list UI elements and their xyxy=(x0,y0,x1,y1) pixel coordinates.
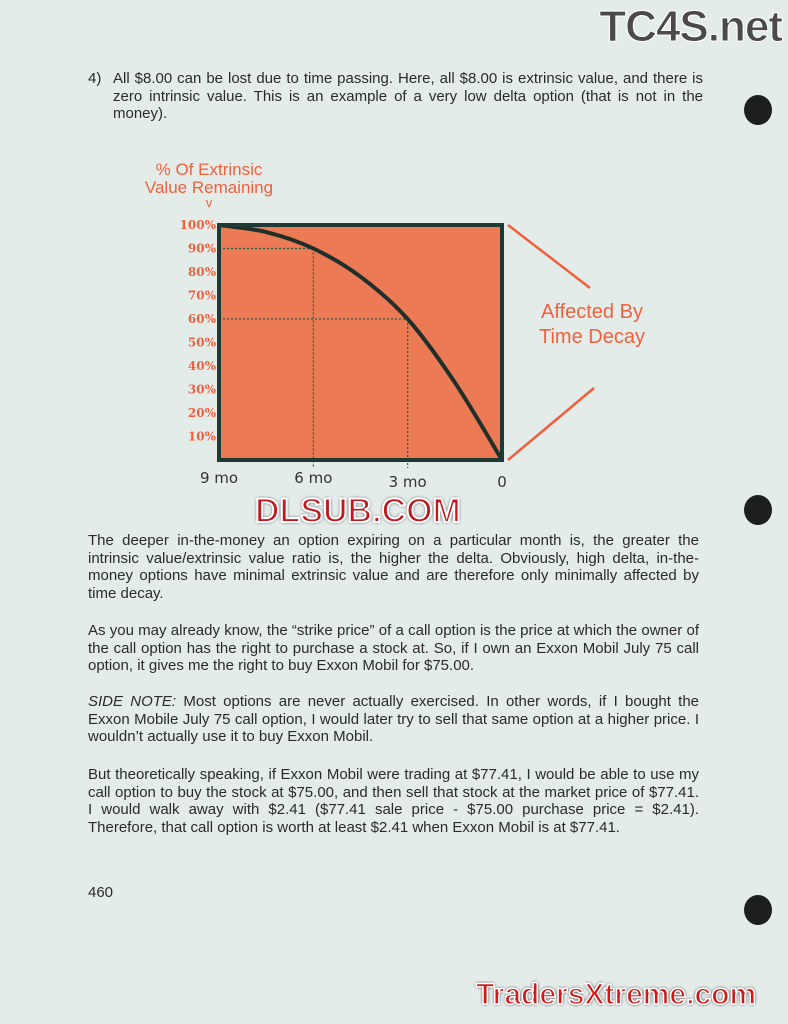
y-axis-title: % Of Extrinsic Value Remaining xyxy=(144,160,274,197)
y-tick-label: 60% xyxy=(188,312,217,326)
watermark-dlsub: DLSUB.COM xyxy=(254,491,462,531)
x-tick-label: 9 mo xyxy=(200,469,238,487)
annotation-bracket-top xyxy=(507,224,591,289)
decay-curve xyxy=(217,223,504,462)
y-tick-label: 20% xyxy=(188,406,217,420)
y-tick-label: 40% xyxy=(188,359,217,373)
x-tick-label: 3 mo xyxy=(389,473,427,491)
y-axis-arrow: v xyxy=(205,195,213,210)
binder-hole xyxy=(744,495,772,525)
item-text: All $8.00 can be lost due to time passin… xyxy=(113,70,703,122)
side-note-text: Most options are never actually exercise… xyxy=(88,693,700,745)
binder-hole xyxy=(744,895,772,925)
plot-border xyxy=(217,223,504,462)
plot-area xyxy=(219,225,502,460)
chart-annotation: Affected By Time Decay xyxy=(539,301,645,348)
annotation-bracket-bottom xyxy=(507,387,595,461)
list-item-4: 4) All $8.00 can be lost due to time pas… xyxy=(88,70,703,123)
y-tick-label: 30% xyxy=(188,383,217,397)
binder-hole xyxy=(744,95,772,125)
y-tick-label: 70% xyxy=(188,289,217,303)
chart-y-label: % Of Extrinsic Value Remaining v xyxy=(134,160,284,210)
paragraph-2: As you may already know, the “strike pri… xyxy=(88,622,699,674)
x-tick-label: 6 mo xyxy=(294,469,332,487)
y-tick-label: 90% xyxy=(188,242,217,256)
item-number: 4) xyxy=(88,70,102,87)
watermark-tc4s: TC4S.net xyxy=(599,2,784,52)
paragraph-3: SIDE NOTE: Most options are never actual… xyxy=(88,693,699,746)
side-note-label: SIDE NOTE: xyxy=(88,693,177,710)
x-tick-label: 0 xyxy=(497,473,507,491)
paragraph-1: The deeper in-the-money an option expiri… xyxy=(88,532,699,602)
y-tick-label: 80% xyxy=(188,265,217,279)
y-tick-label: 100% xyxy=(180,218,217,232)
page-number: 460 xyxy=(88,884,114,901)
paragraph-4: But theoretically speaking, if Exxon Mob… xyxy=(88,766,699,836)
y-tick-label: 10% xyxy=(188,430,217,444)
y-tick-label: 50% xyxy=(188,336,217,350)
watermark-tradersxtreme: TradersXtreme.com xyxy=(475,977,757,1012)
